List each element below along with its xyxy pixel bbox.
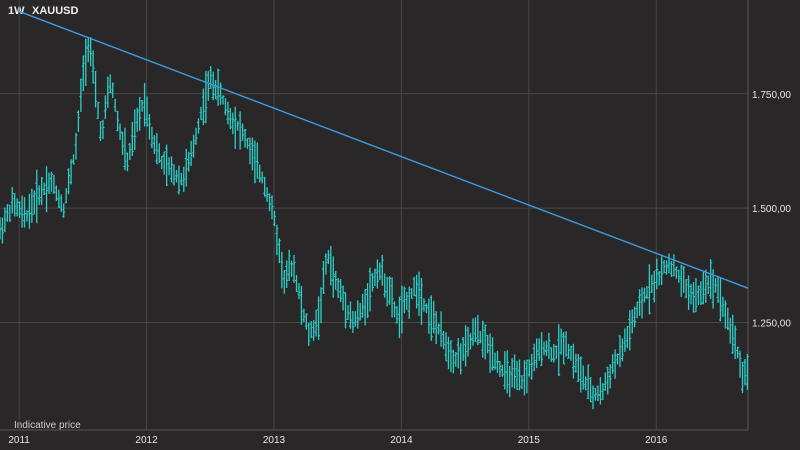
x-tick-label: 2016 — [645, 435, 668, 446]
y-tick-label: 1.250,00 — [752, 319, 791, 330]
symbol-label: XAUUSD — [32, 5, 79, 17]
x-tick-label: 2015 — [518, 435, 541, 446]
x-tick-label: 2013 — [263, 435, 286, 446]
x-tick-label: 2014 — [390, 435, 413, 446]
trendline — [18, 10, 749, 289]
x-tick-label: 2012 — [135, 435, 158, 446]
x-tick-label: 2011 — [8, 435, 30, 446]
price-bars — [0, 36, 749, 410]
indicative-price-note: Indicative price — [14, 420, 81, 431]
interval-label: 1W — [8, 5, 25, 17]
y-tick-label: 1.500,00 — [752, 204, 791, 215]
y-tick-label: 1.750,00 — [752, 90, 791, 101]
